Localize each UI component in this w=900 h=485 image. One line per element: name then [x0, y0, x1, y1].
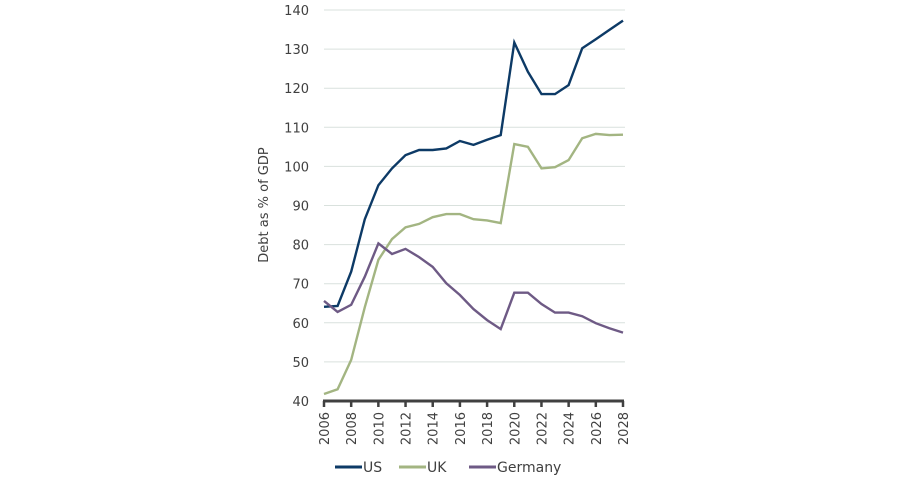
x-tick-label: 2024 — [563, 412, 578, 445]
y-tick-label: 60 — [292, 317, 309, 332]
x-tick-label: 2012 — [400, 412, 415, 445]
legend-item-uk: UK — [399, 460, 447, 476]
x-tick-label: 2020 — [508, 412, 523, 445]
x-tick-label: 2006 — [318, 412, 333, 445]
gridlines — [324, 9, 625, 363]
x-tick-label: 2018 — [481, 412, 496, 445]
y-tick-label: 40 — [292, 395, 309, 410]
x-tick-label: 2010 — [372, 412, 387, 445]
y-tick-label: 70 — [292, 278, 309, 293]
series-line-us — [323, 19, 624, 308]
x-tick-label: 2022 — [535, 412, 550, 445]
legend-label: US — [363, 460, 382, 476]
legend-label: Germany — [497, 460, 561, 476]
y-tick-label: 120 — [284, 82, 309, 97]
legend: US UK Germany — [335, 460, 561, 476]
y-tick-label: 130 — [284, 43, 309, 58]
y-tick-label: 50 — [292, 356, 309, 371]
x-tick-label: 2014 — [427, 412, 442, 445]
y-tick-label: 110 — [284, 121, 309, 136]
x-tick-label: 2008 — [345, 412, 360, 445]
series-line-uk — [323, 132, 624, 396]
series-lines — [323, 19, 624, 396]
legend-item-us: US — [335, 460, 382, 476]
y-tick-label: 100 — [284, 160, 309, 175]
x-tick-label: 2016 — [454, 412, 469, 445]
y-axis-title: Debt as % of GDP — [257, 147, 272, 263]
legend-item-germany: Germany — [469, 460, 561, 476]
x-tick-label: 2026 — [590, 412, 605, 445]
y-tick-label: 80 — [292, 239, 309, 254]
y-tick-label: 90 — [292, 200, 309, 215]
x-axis: 2006 2008 2010 2012 2014 2016 2018 2020 2022 2024… — [318, 399, 632, 445]
y-axis-ticks: 40 50 60 70 80 90 100 110 120 130 140 — [284, 4, 309, 410]
x-tick-label: 2028 — [617, 412, 632, 445]
series-line-germany — [323, 241, 624, 334]
y-tick-label: 140 — [284, 4, 309, 19]
legend-label: UK — [427, 460, 447, 476]
